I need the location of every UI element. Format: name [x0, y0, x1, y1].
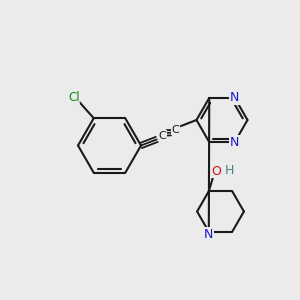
Text: N: N [204, 228, 214, 241]
Text: N: N [230, 92, 239, 104]
Text: Cl: Cl [68, 91, 80, 104]
Text: O: O [212, 165, 221, 178]
Text: H: H [225, 164, 235, 177]
Text: C: C [158, 131, 166, 141]
Text: N: N [230, 136, 239, 148]
Text: C: C [172, 125, 179, 135]
